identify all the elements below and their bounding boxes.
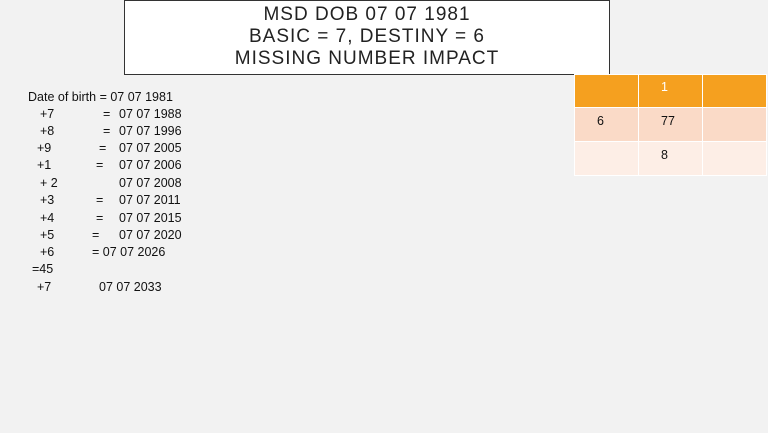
text-line: =: [96, 158, 104, 172]
text-line: =45: [32, 262, 54, 276]
text-line: Date of birth = 07 07 1981: [28, 90, 173, 104]
row: 8: [574, 141, 767, 176]
text-line: 07 07 2020: [119, 228, 182, 242]
cell: 6: [574, 107, 639, 142]
text-line: +7: [37, 280, 52, 294]
text-line: +8: [40, 124, 55, 138]
cell: [702, 107, 767, 142]
text-line: 07 07 2033: [99, 280, 162, 294]
text-line: =: [96, 211, 104, 225]
text-line: 07 07 1996: [119, 124, 182, 138]
text-line: =: [92, 228, 100, 242]
cell: [574, 141, 639, 176]
text-line: 07 07 1988: [119, 107, 182, 121]
text-line: +5: [40, 228, 55, 242]
text-line: = 07 07 2026: [92, 245, 166, 259]
text-line: +3: [40, 193, 55, 207]
text-line: =: [103, 124, 111, 138]
header-row: 1: [574, 74, 767, 108]
cell: 1: [638, 74, 703, 108]
text-line: =: [103, 107, 111, 121]
title-line: BASIC = 7, DESTINY = 6: [248, 26, 486, 47]
number-grid: 1 6 77 8: [574, 74, 767, 176]
title-line: MSD DOB 07 07 1981: [263, 4, 471, 25]
text-line: 07 07 2015: [119, 211, 182, 225]
cell: [702, 74, 767, 108]
title-box: MSD DOB 07 07 1981 BASIC = 7, DESTINY = …: [124, 0, 610, 75]
text-line: +4: [40, 211, 55, 225]
text-line: 07 07 2005: [119, 141, 182, 155]
text-line: 07 07 2006: [119, 158, 182, 172]
text-line: +6: [40, 245, 55, 259]
text-line: +7: [40, 107, 55, 121]
text-line: +1: [37, 158, 52, 172]
title-line: MISSING NUMBER IMPACT: [234, 48, 500, 69]
text-line: + 2: [40, 176, 58, 190]
cell: [702, 141, 767, 176]
text-line: =: [96, 193, 104, 207]
text-line: =: [99, 141, 107, 155]
cell: [574, 74, 639, 108]
text-line: +9: [37, 141, 52, 155]
text-line: 07 07 2011: [119, 193, 181, 207]
text-line: 07 07 2008: [119, 176, 182, 190]
row: 6 77: [574, 107, 767, 142]
cell: 77: [638, 107, 703, 142]
cell: 8: [638, 141, 703, 176]
